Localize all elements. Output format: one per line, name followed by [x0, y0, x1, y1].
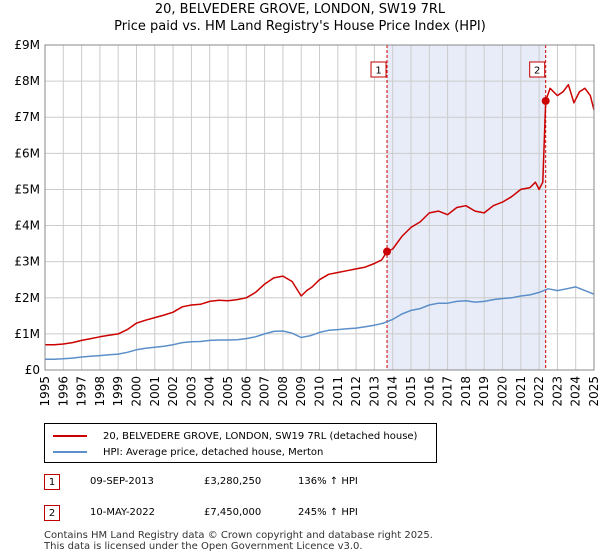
- x-tick-label: 2022: [532, 376, 546, 407]
- x-tick-label: 2017: [441, 376, 455, 407]
- y-tick-label: £9M: [14, 38, 40, 52]
- x-tick-label: 2005: [221, 376, 235, 407]
- transaction-row: 1 09-SEP-2013 £3,280,250 136% ↑ HPI: [44, 474, 464, 492]
- footer-licence: This data is licensed under the Open Gov…: [44, 541, 363, 552]
- footer-copyright: Contains HM Land Registry data © Crown c…: [44, 530, 433, 541]
- sale-point: [383, 247, 392, 256]
- x-tick-label: 2003: [184, 376, 198, 407]
- y-tick-label: £0: [25, 363, 40, 377]
- x-tick-label: 2012: [349, 376, 363, 407]
- x-tick-label: 2004: [203, 376, 217, 407]
- annotation-label: 2: [534, 66, 540, 77]
- y-tick-label: £5M: [14, 182, 40, 196]
- x-tick-label: 2018: [459, 376, 473, 407]
- x-tick-label: 1998: [93, 376, 107, 407]
- x-tick-label: 2020: [496, 376, 510, 407]
- y-tick-label: £6M: [14, 146, 40, 160]
- x-tick-label: 2011: [331, 376, 345, 407]
- x-tick-label: 2019: [477, 376, 491, 407]
- y-tick-label: £8M: [14, 74, 40, 88]
- transaction-price: £7,450,000: [204, 507, 262, 518]
- x-tick-label: 2000: [130, 376, 144, 407]
- transaction-row: 2 10-MAY-2022 £7,450,000 245% ↑ HPI: [44, 505, 464, 523]
- x-tick-label: 2015: [404, 376, 418, 407]
- price-line: [45, 83, 595, 346]
- x-tick-label: 2009: [294, 376, 308, 407]
- x-tick-label: 2006: [239, 376, 253, 407]
- chart-title: 20, BELVEDERE GROVE, LONDON, SW19 7RL: [154, 2, 446, 17]
- x-tick-label: 2008: [276, 376, 290, 407]
- sale-point: [541, 96, 550, 105]
- annotation-label: 1: [375, 66, 381, 77]
- transaction-price: £3,280,250: [204, 476, 262, 487]
- x-tick-label: 2013: [367, 376, 381, 407]
- annotation-box: [370, 61, 387, 78]
- transaction-hpi: 245% ↑ HPI: [298, 507, 358, 518]
- legend-item-price: 20, BELVEDERE GROVE, LONDON, SW19 7RL (d…: [53, 429, 417, 443]
- chart-subtitle: Price paid vs. HM Land Registry's House …: [114, 19, 486, 34]
- x-tick-label: 2007: [258, 376, 272, 407]
- x-tick-label: 2025: [587, 376, 600, 407]
- legend-label-hpi: HPI: Average price, detached house, Mert…: [103, 446, 324, 458]
- legend-swatch-price: [53, 435, 87, 437]
- legend: 20, BELVEDERE GROVE, LONDON, SW19 7RL (d…: [44, 423, 437, 463]
- y-tick-label: £1M: [14, 327, 40, 341]
- plot-frame: [44, 44, 595, 371]
- y-tick-label: £4M: [14, 219, 40, 233]
- y-tick-label: £3M: [14, 255, 40, 269]
- price-chart: £0 £1M £2M £3M £4M £5M £6M £7M £8M £9M 1995 1996 199…: [14, 38, 600, 407]
- x-tick-label: 2010: [313, 376, 327, 407]
- x-tick-label: 1996: [56, 376, 70, 407]
- y-tick-label: £2M: [14, 291, 40, 305]
- x-tick-label: 2023: [550, 376, 564, 407]
- y-tick-label: £7M: [14, 110, 40, 124]
- legend-swatch-hpi: [53, 451, 87, 453]
- x-tick-label: 1997: [75, 376, 89, 407]
- transaction-date: 10-MAY-2022: [90, 507, 156, 518]
- x-tick-label: 2002: [166, 376, 180, 407]
- x-tick-label: 2014: [386, 376, 400, 407]
- transaction-date: 09-SEP-2013: [90, 476, 154, 487]
- x-tick-label: 2016: [422, 376, 436, 407]
- x-tick-label: 1999: [111, 376, 125, 407]
- x-tick-label: 2021: [514, 376, 528, 407]
- x-tick-label: 2024: [569, 376, 583, 407]
- transaction-marker-1: 1: [44, 474, 60, 490]
- transaction-hpi: 136% ↑ HPI: [298, 476, 358, 487]
- x-tick-label: 2001: [148, 376, 162, 407]
- transaction-marker-2: 2: [44, 505, 60, 521]
- annotation-box: [529, 61, 546, 78]
- hpi-line: [45, 286, 595, 360]
- legend-label-price: 20, BELVEDERE GROVE, LONDON, SW19 7RL (d…: [103, 430, 418, 442]
- x-tick-label: 1995: [38, 376, 52, 407]
- legend-item-hpi: HPI: Average price, detached house, Mert…: [53, 445, 323, 459]
